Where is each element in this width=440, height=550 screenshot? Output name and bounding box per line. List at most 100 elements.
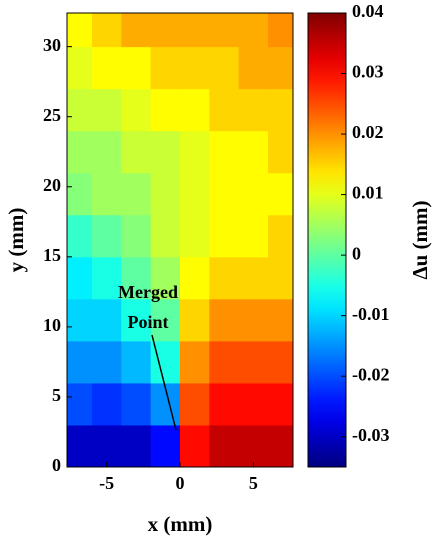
contour-cell [268, 382, 293, 426]
contour-cell [67, 13, 93, 48]
colorbar-tick-label: -0.01 [352, 304, 390, 324]
y-tick-label: 30 [43, 35, 61, 55]
contour-cell [121, 424, 152, 467]
contour-cell [91, 424, 122, 467]
contour-cell [150, 88, 181, 132]
contour-cell [209, 130, 240, 174]
colorbar-tick-label: 0.02 [352, 122, 384, 142]
colorbar-tick-label: 0 [352, 243, 361, 263]
contour-cell [180, 88, 210, 132]
contour-cell [238, 130, 269, 174]
contour-cell [91, 256, 122, 300]
contour-cell [238, 172, 269, 216]
contour-cell [268, 13, 293, 48]
x-axis-label: x (mm) [148, 512, 213, 536]
contour-cell [121, 340, 152, 384]
contour-cell [91, 214, 122, 258]
contour-cell [67, 172, 93, 216]
contour-cell [209, 13, 240, 48]
contour-cell [91, 172, 122, 216]
contour-cell [150, 256, 181, 300]
y-tick-label: 15 [43, 245, 61, 265]
contour-cell [67, 256, 93, 300]
contour-cell [209, 214, 240, 258]
contour-cell [268, 214, 293, 258]
contour-cell [209, 424, 240, 467]
contour-cell [67, 46, 93, 90]
contour-cell [180, 13, 210, 48]
y-tick-label: 25 [43, 105, 61, 125]
contour-cell [180, 382, 210, 426]
contour-cell [238, 256, 269, 300]
contour-cell [121, 46, 152, 90]
contour-cell [268, 298, 293, 342]
contour-cell [268, 172, 293, 216]
contour-cell [209, 88, 240, 132]
colorbar-tick-label: 0.03 [352, 62, 384, 82]
contour-cell [180, 256, 210, 300]
contour-cell [91, 130, 122, 174]
contour-cell [180, 298, 210, 342]
colorbar-tick-label: -0.02 [352, 364, 390, 384]
contour-cell [238, 214, 269, 258]
contour-cell [91, 88, 122, 132]
contour-field [67, 13, 293, 467]
colorbar [307, 12, 347, 468]
contour-cell [150, 214, 181, 258]
contour-cell [238, 88, 269, 132]
contour-cell [67, 382, 93, 426]
contour-cell [209, 256, 240, 300]
contour-cell [121, 298, 152, 342]
annotation-arrow [151, 334, 177, 431]
contour-cell [121, 172, 152, 216]
contour-cell [150, 424, 181, 467]
contour-cell [268, 130, 293, 174]
contour-cell [180, 424, 210, 467]
contour-cell [91, 46, 122, 90]
contour-cell [67, 214, 93, 258]
contour-cell [268, 46, 293, 90]
contour-cell [238, 46, 269, 90]
colorbar-tick-label: -0.03 [352, 425, 390, 445]
contour-cell [180, 214, 210, 258]
contour-cell [67, 88, 93, 132]
contour-cell [150, 46, 181, 90]
colorbar-tick-label: 0.01 [352, 183, 384, 203]
x-tick-label: 0 [176, 473, 185, 493]
contour-cell [238, 298, 269, 342]
contour-cell [209, 340, 240, 384]
contour-cell [121, 214, 152, 258]
contour-cell [121, 130, 152, 174]
colorbar-label: Δu (mm) [408, 200, 432, 279]
x-tick-label: -5 [99, 473, 114, 493]
contour-cell [121, 256, 152, 300]
contour-cell [121, 382, 152, 426]
contour-cell [209, 46, 240, 90]
contour-cell [67, 424, 93, 467]
contour-cell [67, 298, 93, 342]
contour-cell [268, 88, 293, 132]
contour-cell [180, 340, 210, 384]
contour-cell [150, 13, 181, 48]
contour-cell [91, 382, 122, 426]
contour-cell [91, 298, 122, 342]
contour-cell [238, 424, 269, 467]
annotation: Point [127, 312, 168, 332]
annotation: Merged [118, 282, 178, 302]
y-tick-label: 20 [43, 175, 61, 195]
contour-cell [150, 172, 181, 216]
contour-cell [268, 340, 293, 384]
contour-cell [238, 340, 269, 384]
contour-cell [180, 130, 210, 174]
contour-cell [121, 13, 152, 48]
contour-cell [121, 88, 152, 132]
contour-cell [180, 172, 210, 216]
y-tick-label: 10 [43, 315, 61, 335]
contour-cell [180, 46, 210, 90]
contour-cell [268, 424, 293, 467]
contour-cell [238, 13, 269, 48]
contour-cell [209, 172, 240, 216]
x-tick-label: 5 [249, 473, 258, 493]
contour-cell [91, 340, 122, 384]
